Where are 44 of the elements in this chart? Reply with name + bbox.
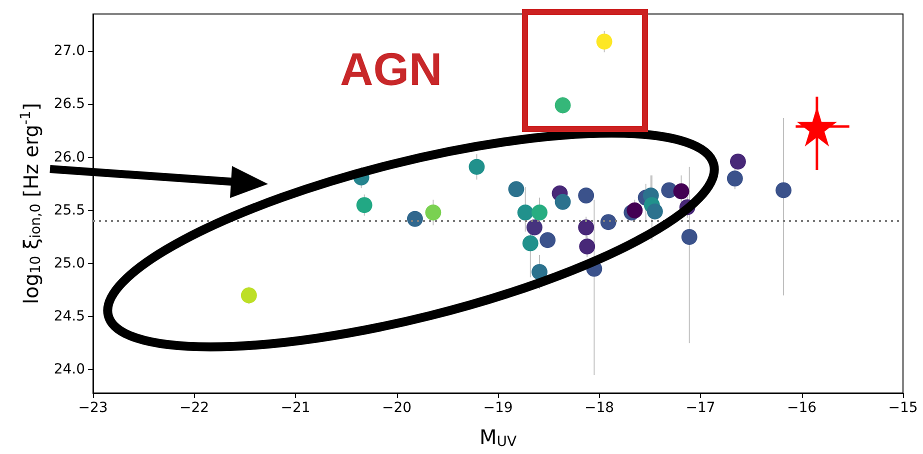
x-tick-label: −20 — [382, 400, 412, 416]
point — [730, 154, 746, 170]
point — [532, 264, 548, 280]
point — [532, 204, 548, 221]
point — [468, 158, 485, 175]
x-tick-label: −17 — [686, 400, 716, 416]
point — [726, 170, 743, 187]
point — [240, 287, 257, 304]
x-tick-label: −21 — [280, 400, 310, 416]
point — [579, 238, 596, 254]
point — [517, 204, 534, 221]
y-tick-label: 25.0 — [54, 255, 85, 272]
y-axis-title: log10 ξion,0 [Hz erg-1] — [18, 102, 44, 304]
y-tick-label: 27.0 — [54, 43, 85, 60]
point — [406, 210, 423, 227]
point — [540, 232, 556, 248]
x-tick-label: −15 — [888, 400, 918, 416]
point — [508, 181, 524, 198]
y-tick-label: 24.5 — [54, 308, 85, 325]
annotation: AGN — [340, 42, 442, 96]
x-tick-label: −19 — [483, 400, 513, 416]
point — [596, 34, 612, 50]
point — [673, 183, 690, 200]
point — [681, 228, 698, 245]
point — [526, 219, 542, 236]
point — [626, 202, 643, 218]
y-tick-label: 25.5 — [54, 202, 85, 218]
x-tick-label: −18 — [584, 400, 614, 416]
point — [554, 97, 571, 114]
point — [425, 204, 442, 221]
point — [776, 182, 792, 198]
point — [522, 235, 538, 252]
point — [578, 219, 594, 236]
point — [646, 203, 663, 220]
y-tick-label: 26.5 — [54, 96, 85, 112]
point — [554, 194, 571, 210]
x-tick-label: −16 — [786, 400, 817, 416]
y-tick-label: 26.0 — [54, 149, 85, 166]
x-tick-label: −23 — [78, 400, 108, 416]
x-tick-label: −22 — [179, 400, 210, 416]
point — [356, 197, 372, 214]
point — [578, 188, 594, 204]
y-tick-label: 24.0 — [54, 362, 85, 378]
point — [600, 214, 616, 230]
